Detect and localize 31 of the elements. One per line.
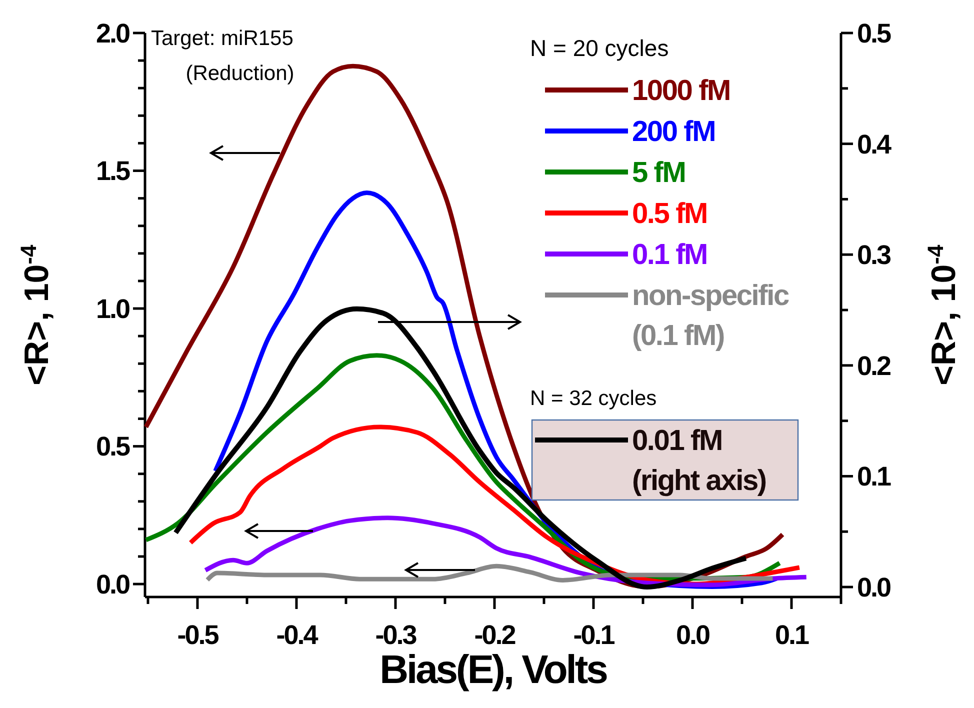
y2-tick-label: 0.1	[857, 462, 892, 492]
legend-label: 1000 fM	[632, 75, 730, 107]
x-axis-title: Bias(E), Volts	[380, 648, 608, 692]
legend-label: 0.5 fM	[632, 198, 708, 230]
y-tick-label: 0.0	[96, 570, 130, 600]
legend-label: 5 fM	[632, 157, 686, 189]
annotation: N = 32 cycles	[530, 387, 657, 410]
legend-label: non-specific (0.1 fM)	[632, 280, 790, 352]
annotation: Target: miR155	[151, 27, 294, 50]
annotation: (Reduction)	[186, 62, 294, 85]
x-tick-label: -0.5	[177, 620, 220, 650]
y2-tick-label: 0.0	[857, 572, 891, 602]
legend-title: N = 20 cycles	[530, 35, 669, 61]
y-tick-label: 2.0	[96, 18, 130, 48]
x-tick-label: 0.0	[676, 620, 710, 650]
y-tick-label: 1.5	[96, 156, 130, 186]
x-tick-label: -0.3	[375, 620, 418, 650]
legend-label: 0.1 fM	[632, 239, 708, 271]
y-tick-label: 0.5	[96, 432, 130, 462]
x-tick-label: 0.1	[774, 620, 810, 650]
legend-label: 200 fM	[632, 116, 716, 148]
x-tick-label: -0.2	[474, 620, 516, 650]
x-tick-label: -0.1	[573, 620, 616, 650]
y2-tick-label: 0.3	[857, 240, 892, 270]
y2-tick-label: 0.2	[857, 350, 891, 381]
x-tick-label: -0.4	[276, 620, 318, 650]
y-tick-label: 1.0	[96, 294, 130, 324]
line-series	[205, 564, 775, 582]
legend-label: 0.01 fM (right axis)	[632, 425, 766, 497]
y2-tick-label: 0.4	[857, 129, 892, 160]
y2-tick-label: 0.5	[857, 18, 892, 48]
